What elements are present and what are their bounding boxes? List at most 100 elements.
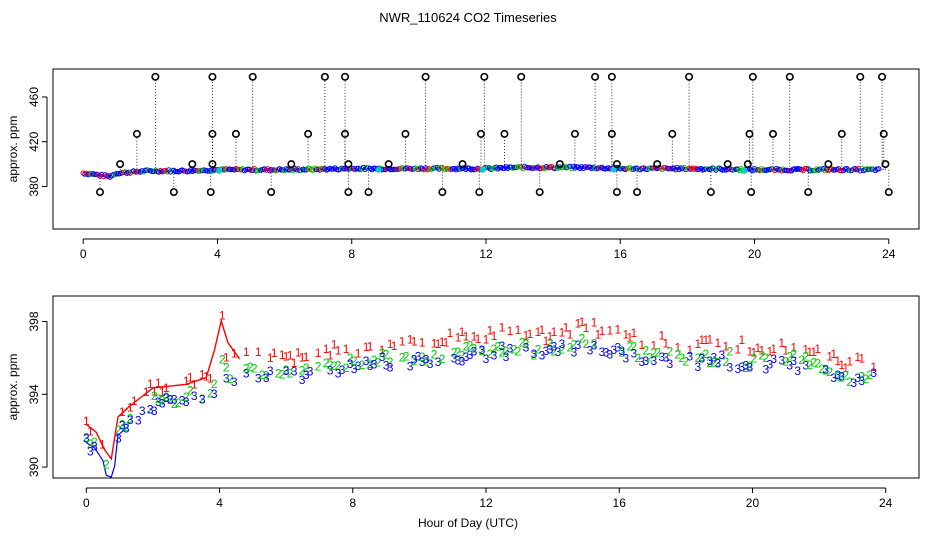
- series-2-point: 2: [571, 338, 578, 352]
- x-axis-label: Hour of Day (UTC): [418, 516, 518, 530]
- series-2-point: 2: [834, 369, 841, 383]
- series-1-point: 1: [439, 335, 446, 349]
- series-1-point: 1: [335, 343, 342, 357]
- series-1-point: 1: [698, 333, 705, 347]
- series-3-point: 3: [742, 358, 749, 372]
- series-2-point: 2: [635, 351, 642, 365]
- series-2-point: 2: [167, 393, 174, 407]
- y-tick-label: 394: [27, 384, 41, 404]
- series-2-point: 2: [786, 349, 793, 363]
- series-2-point: 2: [694, 351, 701, 365]
- series-3-point: 3: [555, 345, 562, 359]
- series-1-point: 1: [411, 335, 418, 349]
- series-2-point: 2: [758, 348, 765, 362]
- series-2-point: 2: [419, 350, 426, 364]
- series-3-point: 3: [427, 357, 434, 371]
- series-3-point: 3: [547, 342, 554, 356]
- spike-point: [685, 72, 694, 81]
- series-2-point: 2: [183, 390, 190, 404]
- series-1-point: 1: [694, 337, 701, 351]
- series-3-point: 3: [698, 351, 705, 365]
- series-1-point: 1: [391, 339, 398, 353]
- series-3-point: 3: [802, 359, 809, 373]
- series-2-point: 2: [259, 368, 266, 382]
- series-3-point: 3: [591, 338, 598, 352]
- series-1-point: 1: [299, 350, 306, 364]
- series-3-point: 3: [291, 365, 298, 379]
- series-2-point: 2: [559, 343, 566, 357]
- spike-point: [881, 160, 890, 169]
- series-1-point: 1: [842, 361, 849, 375]
- series-1-point: 1: [623, 328, 630, 342]
- spike-point: [607, 129, 616, 138]
- series-1-point: 1: [579, 315, 586, 329]
- series-2-point: 2: [683, 354, 690, 368]
- series-2-point: 2: [726, 345, 733, 359]
- baseline-point: [204, 168, 211, 174]
- series-1-point: 1: [754, 341, 761, 355]
- series-3-point: 3: [119, 418, 126, 432]
- series-2-point: 2: [742, 361, 749, 375]
- series-1-point: 1: [651, 339, 658, 353]
- series-1-point: 1: [155, 376, 162, 390]
- series-2-point: 2: [387, 355, 394, 369]
- series-3-point: 3: [559, 337, 566, 351]
- spike-point: [517, 72, 526, 81]
- spike-point: [231, 129, 240, 138]
- series-3-point: 3: [351, 362, 358, 376]
- series-3-point: 3: [615, 341, 622, 355]
- spike-point: [748, 72, 757, 81]
- spike-point: [116, 160, 125, 169]
- baseline-point: [456, 166, 462, 172]
- top-axes: 0 4 8 12 16 20 24 380 420 460: [27, 87, 896, 261]
- series-3-point: 3: [854, 371, 861, 385]
- series-1-point: 1: [159, 385, 166, 399]
- series-1-point: 1: [163, 381, 170, 395]
- series-2-point: 2: [127, 411, 134, 425]
- series-3-point: 3: [822, 362, 829, 376]
- series-3-point: 3: [379, 350, 386, 364]
- series-1-point: 1: [706, 332, 713, 346]
- series-3-point: 3: [91, 440, 98, 454]
- series-2-point: 2: [383, 347, 390, 361]
- series-3-point: 3: [786, 358, 793, 372]
- series-3-point: 3: [507, 342, 514, 356]
- series-3-point: 3: [87, 444, 94, 458]
- series-3-point: 3: [830, 371, 837, 385]
- series-2-point: 2: [511, 343, 518, 357]
- spike-point: [804, 188, 813, 197]
- series-3-point: 3: [491, 349, 498, 363]
- series-1-line: [85, 318, 241, 461]
- series-3-point: 3: [387, 361, 394, 375]
- series-3-point: 3: [738, 360, 745, 374]
- series-2-point: 2: [379, 346, 386, 360]
- series-2-point: 2: [155, 392, 162, 406]
- spike-point: [768, 129, 777, 138]
- series-3-point: 3: [734, 362, 741, 376]
- series-3-point: 3: [115, 432, 122, 446]
- series-2-point: 2: [698, 350, 705, 364]
- series-3-point: 3: [371, 358, 378, 372]
- baseline-point: [731, 166, 738, 173]
- spike-point: [723, 160, 732, 169]
- series-3-point: 3: [694, 360, 701, 374]
- series-2-point: 2: [371, 353, 378, 367]
- series-2-point: 2: [655, 346, 662, 360]
- series-2-point: 2: [675, 347, 682, 361]
- baseline-point: [537, 165, 543, 172]
- series-1-point: 1: [523, 329, 530, 343]
- series-2-point: 2: [487, 347, 494, 361]
- series-2-point: 2: [207, 387, 214, 401]
- series-2-point: 2: [858, 370, 865, 384]
- series-2-point: 2: [359, 358, 366, 372]
- series-2-point: 2: [619, 345, 626, 359]
- spike-point: [884, 188, 893, 197]
- series-1-point: 1: [838, 358, 845, 372]
- series-1-point: 1: [782, 344, 789, 358]
- x-tick-label: 16: [613, 496, 627, 510]
- series-2-point: 2: [115, 423, 122, 437]
- series-1-point: 1: [279, 348, 286, 362]
- series-2-point: 2: [403, 349, 410, 363]
- series-2-point: 2: [275, 366, 282, 380]
- series-2-point: 2: [455, 345, 462, 359]
